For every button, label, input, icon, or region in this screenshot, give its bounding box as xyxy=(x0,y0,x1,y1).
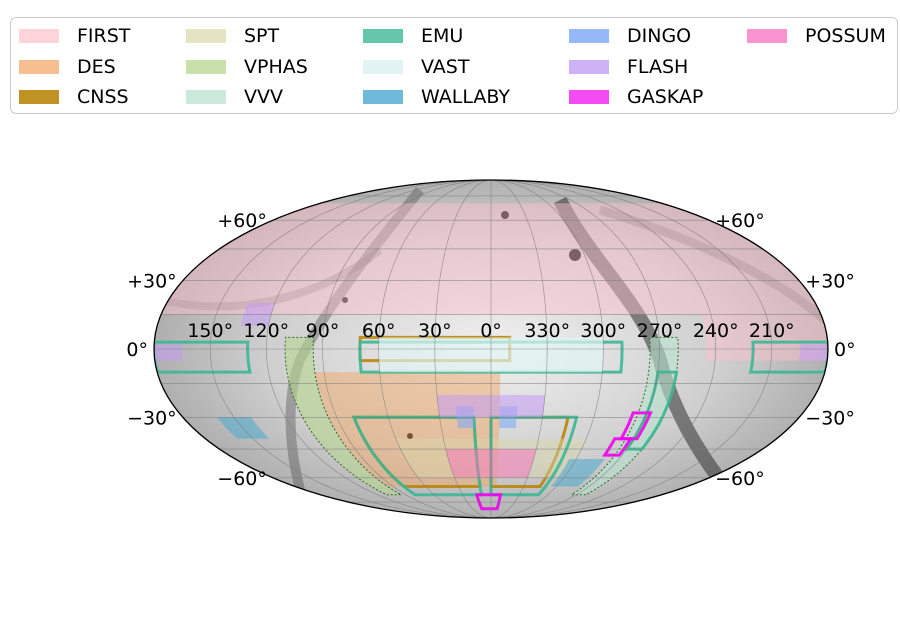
legend-swatch-vast xyxy=(363,60,403,74)
grid-meridian-4 xyxy=(378,180,492,518)
region-gaskap-26 xyxy=(475,493,503,511)
legend-label-dingo: DINGO xyxy=(627,25,692,47)
legend-item-emu: EMU xyxy=(363,25,463,47)
legend-swatch-vphas xyxy=(186,60,226,74)
legend-swatch-emu xyxy=(363,29,403,43)
lon-tick-30: 30° xyxy=(418,320,452,342)
legend-label-first: FIRST xyxy=(77,25,131,47)
longitude-ticks: 150° 120° 90° 60° 30° 0° 330° 300° 270° 240° 210° xyxy=(187,320,794,342)
grid-meridian-2 xyxy=(265,180,492,518)
legend-swatch-flash xyxy=(569,60,609,74)
lat-tick-left-2: 0° xyxy=(126,339,148,361)
legend-label-cnss: CNSS xyxy=(77,86,129,108)
region-flash-23 xyxy=(799,344,828,361)
grid-meridian-10 xyxy=(490,180,717,518)
sky-background xyxy=(154,180,828,518)
latitude-ticks: +60° +60° +30° +30° 0° 0° −30° −30° −60° −60° xyxy=(126,210,855,490)
region-flash-22 xyxy=(154,344,183,361)
region-wallaby-16 xyxy=(550,459,605,487)
lon-tick-0: 0° xyxy=(480,320,502,342)
lat-tick-left-0: +60° xyxy=(217,210,267,232)
legend-swatch-possum xyxy=(747,29,787,43)
lon-tick-210: 210° xyxy=(749,320,795,342)
legend-item-wallaby: WALLABY xyxy=(363,86,510,108)
legend-swatch-des xyxy=(19,60,59,74)
grid-meridian-8 xyxy=(490,180,604,518)
lat-tick-left-4: −60° xyxy=(217,468,267,490)
grid-meridian-1 xyxy=(209,180,492,518)
region-vphas-7 xyxy=(284,336,403,496)
grid-meridian-9 xyxy=(490,180,660,518)
lon-tick-330: 330° xyxy=(524,320,570,342)
legend-label-spt: SPT xyxy=(244,25,280,47)
legend-item-flash: FLASH xyxy=(569,56,688,78)
grid-meridian-3 xyxy=(322,180,492,518)
lon-tick-120: 120° xyxy=(243,320,289,342)
legend-item-des: DES xyxy=(19,56,116,78)
legend-item-cnss: CNSS xyxy=(19,86,129,108)
grid-meridian-7 xyxy=(490,180,548,518)
lat-tick-right-4: −60° xyxy=(715,468,765,490)
lon-tick-270: 270° xyxy=(637,320,683,342)
legend-item-vphas: VPHAS xyxy=(186,56,308,78)
lat-tick-right-2: 0° xyxy=(834,339,856,361)
legend-label-vast: VAST xyxy=(421,56,470,78)
legend-swatch-gaskap xyxy=(569,90,609,104)
legend-swatch-cnss xyxy=(19,90,59,104)
legend-item-spt: SPT xyxy=(186,25,279,47)
grid-meridian-11 xyxy=(490,180,773,518)
legend-item-possum: POSSUM xyxy=(747,25,886,47)
legend-swatch-spt xyxy=(186,29,226,43)
lon-tick-60: 60° xyxy=(362,320,396,342)
legend-item-dingo: DINGO xyxy=(569,25,691,47)
lat-tick-right-1: +30° xyxy=(805,271,855,293)
legend-item-vvv: VVV xyxy=(186,86,283,108)
lat-tick-right-3: −30° xyxy=(805,407,855,429)
legend-label-vphas: VPHAS xyxy=(244,56,308,78)
legend-item-vast: VAST xyxy=(363,56,469,78)
legend-label-wallaby: WALLABY xyxy=(421,86,510,108)
region-gaskap-25 xyxy=(602,437,634,457)
legend-label-emu: EMU xyxy=(421,25,464,47)
legend-label-gaskap: GASKAP xyxy=(627,86,704,108)
lon-tick-300: 300° xyxy=(580,320,626,342)
grid-meridian-5 xyxy=(434,180,492,518)
lon-tick-90: 90° xyxy=(306,320,340,342)
lat-tick-left-1: +30° xyxy=(127,271,177,293)
legend-swatch-dingo xyxy=(569,29,609,43)
legend-item-first: FIRST xyxy=(19,25,130,47)
legend-label-vvv: VVV xyxy=(244,86,283,108)
lat-tick-right-0: +60° xyxy=(715,210,765,232)
legend-swatch-vvv xyxy=(186,90,226,104)
lat-tick-left-3: −30° xyxy=(127,407,177,429)
sky-boundary xyxy=(153,179,829,519)
lon-tick-240: 240° xyxy=(693,320,739,342)
legend: FIRST DES CNSS SPT VPHAS VVV EMU VAST WALLABY DIN… xyxy=(10,17,898,114)
legend-label-possum: POSSUM xyxy=(805,25,886,47)
legend-swatch-first xyxy=(19,29,59,43)
legend-item-gaskap: GASKAP xyxy=(569,86,703,108)
legend-label-flash: FLASH xyxy=(627,56,689,78)
legend-label-des: DES xyxy=(77,56,116,78)
lon-tick-150: 150° xyxy=(187,320,233,342)
legend-swatch-wallaby xyxy=(363,90,403,104)
